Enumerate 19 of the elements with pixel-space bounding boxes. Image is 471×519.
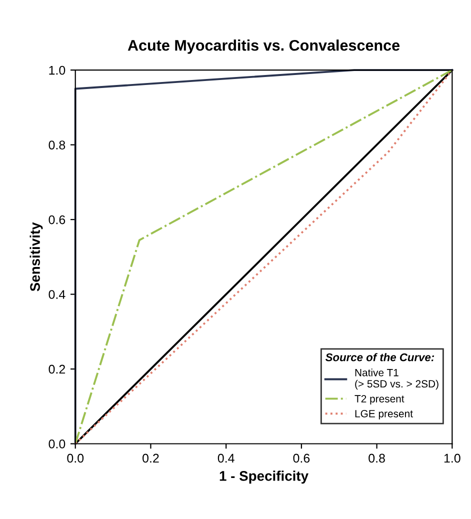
y-tick-label: 0.6: [48, 215, 66, 224]
y-tick-label: 1.0: [49, 66, 66, 75]
x-tick-label: 0.4: [218, 454, 234, 463]
x-tick-label: 1.0: [444, 454, 460, 463]
chart-title: Acute Myocarditis vs. Convalescence: [128, 40, 400, 54]
x-tick-label: 0.6: [293, 454, 310, 463]
y-tick-label: 0.2: [48, 364, 66, 374]
x-tick-label: 0.0: [67, 454, 84, 463]
legend-label: T2 present: [354, 395, 404, 405]
x-tick-label: 0.8: [368, 454, 385, 463]
y-axis-title: Sensitivity: [30, 222, 43, 292]
x-axis-title: 1 - Specificity: [220, 470, 308, 484]
legend-label: Native T1 (> 5SD vs. > 2SD): [355, 368, 438, 390]
legend-label: LGE present: [355, 410, 413, 420]
y-tick-label: 0.8: [48, 140, 66, 150]
x-tick-label: 0.2: [142, 454, 159, 463]
legend-title: Source of the Curve:: [325, 353, 434, 362]
y-tick-label: 0.0: [48, 440, 66, 448]
y-tick-label: 0.4: [48, 290, 66, 299]
